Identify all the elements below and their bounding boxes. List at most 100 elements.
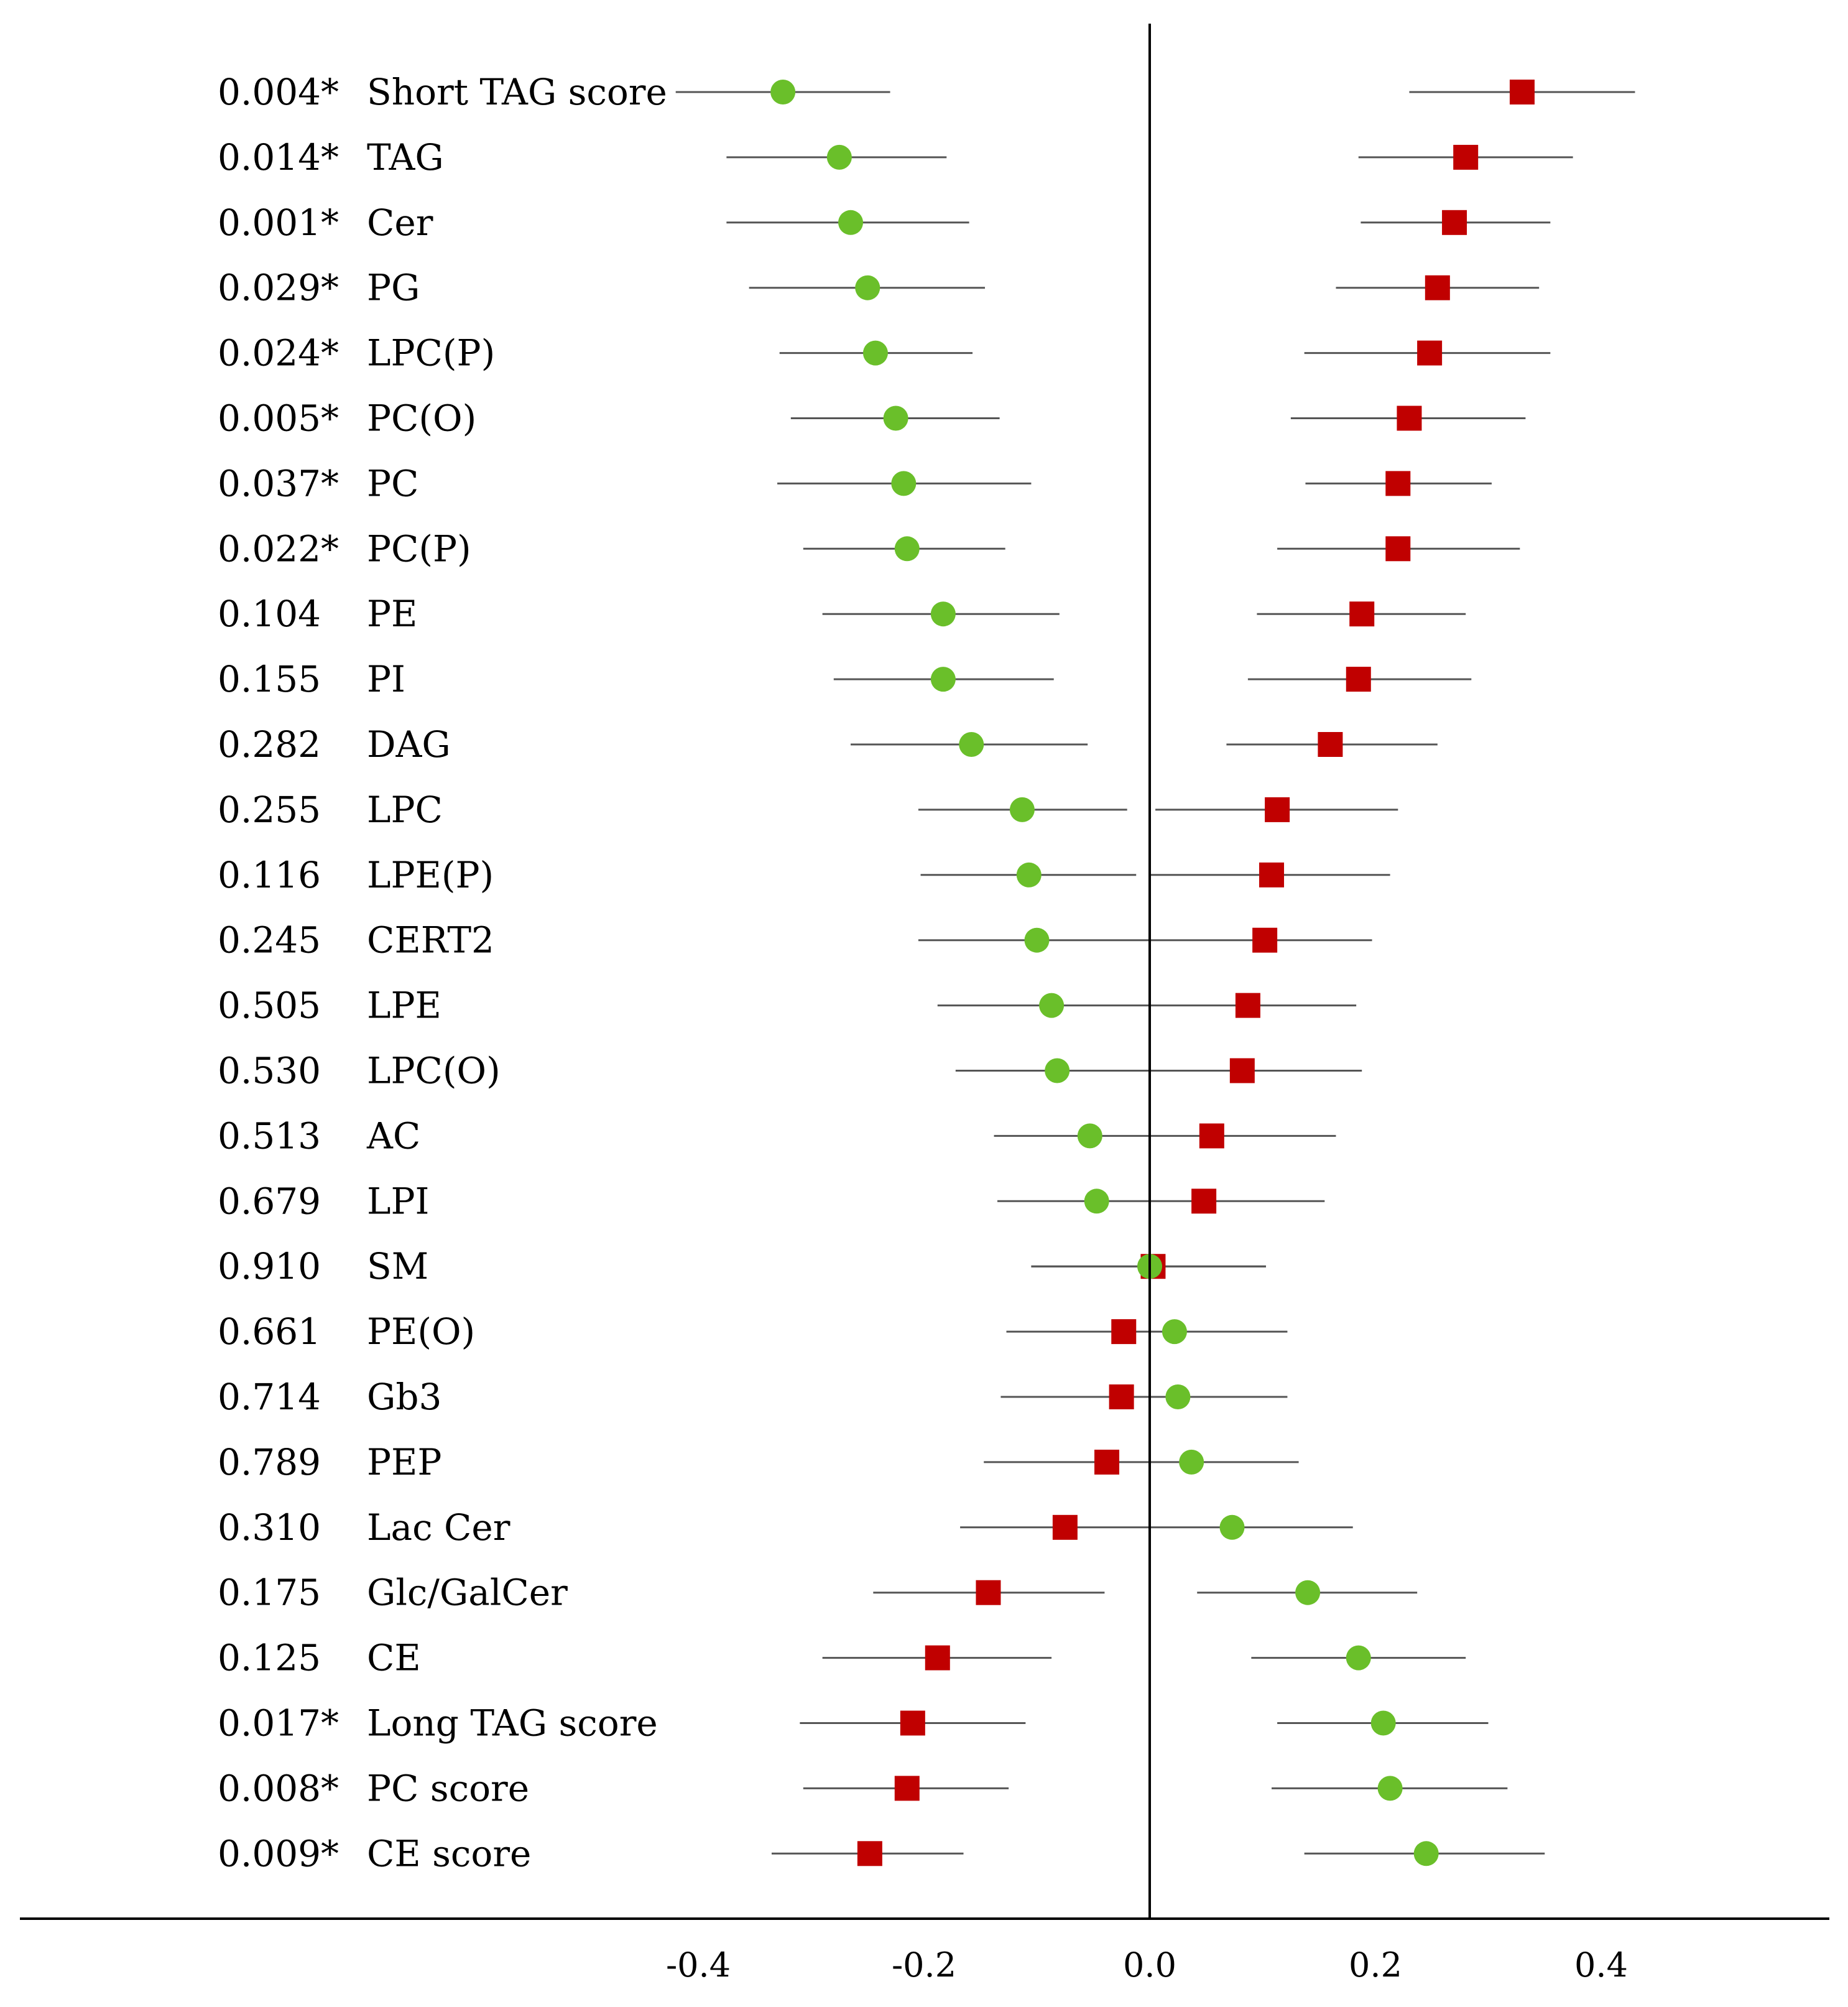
lipid-class-label: PC score: [367, 1767, 529, 1809]
p-value-label: 0.679: [218, 1180, 321, 1222]
p-value-label: 0.022*: [218, 527, 339, 570]
p-value-label: 0.125: [218, 1637, 321, 1679]
p-value-label: 0.009*: [218, 1832, 339, 1875]
green-circle-marker: [826, 144, 852, 170]
x-tick-label: 0.4: [1574, 1945, 1628, 1985]
red-square-marker: [1265, 797, 1290, 822]
green-circle-marker: [862, 340, 888, 366]
forest-row: 0.910 SM: [218, 1245, 1266, 1287]
green-circle-marker: [770, 80, 796, 104]
green-circle-marker: [930, 667, 956, 692]
red-square-marker: [1052, 1514, 1078, 1540]
lipid-class-label: Short TAG score: [367, 71, 667, 113]
forest-row: 0.513 AC: [218, 1115, 1336, 1157]
p-value-label: 0.037*: [218, 462, 339, 504]
green-circle-marker: [855, 275, 880, 300]
green-circle-marker: [1295, 1580, 1321, 1605]
forest-row: 0.022* PC(P): [218, 527, 1520, 570]
lipid-class-label: LPE: [367, 985, 441, 1027]
lipid-class-label: Long TAG score: [367, 1702, 658, 1745]
lipid-class-label: CERT2: [367, 919, 494, 962]
forest-row: 0.789 PEP: [218, 1441, 1299, 1483]
forest-row: 0.679 LPI: [218, 1180, 1325, 1222]
lipid-class-label: PC(P): [367, 527, 471, 570]
p-value-label: 0.155: [218, 658, 321, 700]
p-value-label: 0.029*: [218, 267, 339, 309]
p-value-label: 0.004*: [218, 71, 339, 113]
forest-row: 0.116 LPE(P): [218, 854, 1390, 896]
lipid-class-label: LPE(P): [367, 854, 494, 896]
lipid-class-label: Cer: [367, 202, 433, 244]
red-square-marker: [1417, 340, 1443, 366]
red-square-marker: [1442, 210, 1467, 235]
red-square-marker: [894, 1776, 920, 1801]
p-value-label: 0.175: [218, 1572, 321, 1614]
p-value-label: 0.255: [218, 789, 321, 831]
red-square-marker: [1111, 1319, 1137, 1345]
forest-row: 0.008* PC score: [218, 1767, 1508, 1809]
lipid-class-label: TAG: [367, 136, 444, 178]
forest-row: 0.155 PI: [218, 658, 1472, 700]
p-value-label: 0.789: [218, 1441, 321, 1483]
lipid-class-label: PG: [367, 267, 420, 309]
green-circle-marker: [959, 732, 984, 757]
red-square-marker: [1252, 927, 1278, 953]
green-circle-marker: [1219, 1514, 1245, 1540]
lipid-class-label: PEP: [367, 1441, 441, 1483]
lipid-class-label: CE score: [367, 1832, 531, 1875]
red-square-marker: [1191, 1189, 1217, 1214]
rows-layer: 0.004* Short TAG score 0.014* TAG 0.001* Cer 0…: [218, 71, 1635, 1875]
forest-row: 0.661 PE(O): [218, 1310, 1288, 1353]
red-square-marker: [1235, 993, 1260, 1018]
forest-row: 0.505 LPE: [218, 985, 1357, 1027]
red-square-marker: [1318, 732, 1343, 757]
lipid-class-label: LPC(O): [367, 1050, 501, 1092]
green-circle-marker: [1045, 1058, 1070, 1083]
green-circle-marker: [894, 536, 920, 562]
x-axis-ticks: -0.4 -0.2 0.0 0.2 0.4: [666, 1945, 1628, 1985]
green-circle-marker: [891, 471, 917, 496]
red-square-marker: [1229, 1058, 1255, 1083]
x-tick-label: 0.2: [1349, 1945, 1402, 1985]
lipid-class-label: Glc/GalCer: [367, 1572, 568, 1614]
x-tick-label: -0.4: [666, 1945, 731, 1985]
forest-row: 0.029* PG: [218, 267, 1540, 309]
red-square-marker: [1349, 601, 1375, 627]
x-tick-label: -0.2: [892, 1945, 956, 1985]
p-value-label: 0.505: [218, 985, 321, 1027]
lipid-class-label: SM: [367, 1245, 428, 1287]
lipid-class-label: Gb3: [367, 1376, 441, 1418]
lipid-class-label: PC(O): [367, 397, 476, 440]
green-circle-marker: [1009, 797, 1035, 822]
lipid-class-label: LPC: [367, 789, 443, 831]
red-square-marker: [1509, 80, 1535, 104]
p-value-label: 0.661: [218, 1310, 321, 1353]
green-circle-marker: [1077, 1123, 1102, 1149]
green-circle-marker: [1024, 927, 1050, 953]
forest-row: 0.004* Short TAG score: [218, 71, 1635, 113]
forest-row: 0.014* TAG: [218, 136, 1573, 178]
green-circle-marker: [1016, 862, 1042, 888]
red-square-marker: [1109, 1384, 1134, 1409]
forest-row: 0.310 Lac Cer: [218, 1506, 1353, 1549]
p-value-label: 0.014*: [218, 136, 339, 178]
p-value-label: 0.530: [218, 1050, 321, 1092]
forest-row: 0.175 Glc/GalCer: [218, 1572, 1418, 1614]
red-square-marker: [1425, 275, 1450, 300]
forest-row: 0.001* Cer: [218, 202, 1551, 244]
green-circle-marker: [1084, 1189, 1109, 1214]
p-value-label: 0.024*: [218, 332, 339, 374]
green-circle-marker: [1413, 1841, 1439, 1866]
forest-row: 0.024* LPC(P): [218, 332, 1551, 374]
green-circle-marker: [1165, 1384, 1191, 1409]
p-value-label: 0.017*: [218, 1702, 339, 1745]
p-value-label: 0.116: [218, 854, 321, 896]
green-circle-marker: [1039, 993, 1065, 1018]
p-value-label: 0.104: [218, 593, 321, 635]
lipid-class-label: LPI: [367, 1180, 429, 1222]
x-tick-label: 0.0: [1123, 1945, 1176, 1985]
p-value-label: 0.714: [218, 1376, 321, 1418]
green-circle-marker: [930, 601, 956, 627]
lipid-class-label: AC: [366, 1115, 420, 1157]
